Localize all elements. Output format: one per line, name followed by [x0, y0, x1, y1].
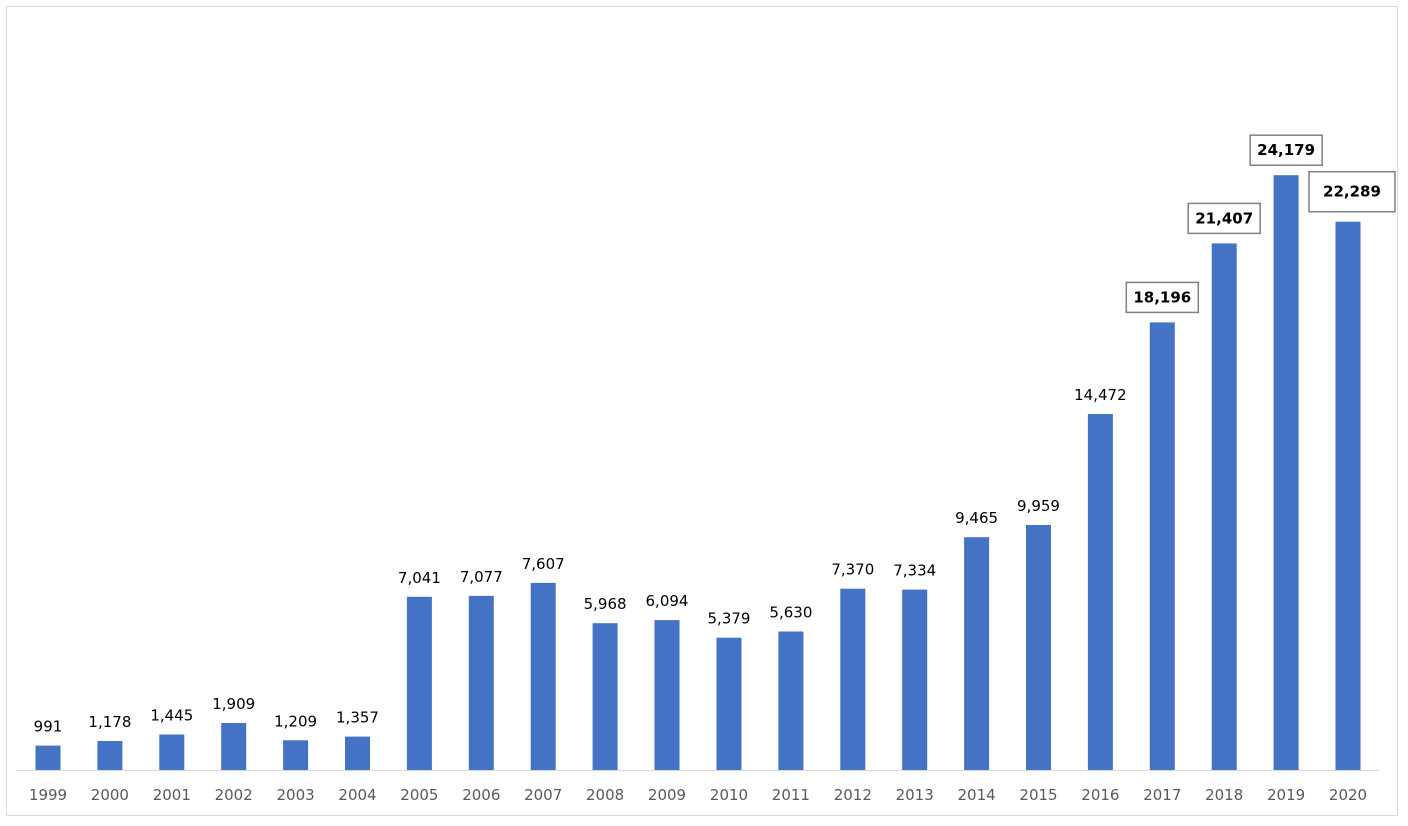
data-label-2009: 6,094 [646, 592, 689, 610]
bar-1999 [35, 745, 61, 770]
data-label-2010: 5,379 [708, 610, 751, 628]
x-tick-label-2000: 2000 [91, 786, 129, 804]
data-label-2003: 1,209 [274, 712, 317, 730]
data-label-2011: 5,630 [769, 604, 812, 622]
x-tick-label-2005: 2005 [400, 786, 438, 804]
data-label-2015: 9,959 [1017, 497, 1060, 515]
x-tick-label-2016: 2016 [1081, 786, 1119, 804]
x-tick-label-2009: 2009 [648, 786, 686, 804]
bar-2017 [1149, 322, 1175, 770]
x-tick-label-2014: 2014 [958, 786, 996, 804]
bar-2006 [468, 595, 494, 770]
data-label-2014: 9,465 [955, 509, 998, 527]
bar-2005 [406, 596, 432, 770]
bar-2018 [1211, 243, 1237, 770]
bar-2015 [1026, 525, 1051, 770]
x-tick-label-2008: 2008 [586, 786, 624, 804]
data-label-2017: 18,196 [1133, 288, 1191, 306]
bar-2016 [1087, 414, 1113, 770]
x-tick-label-2001: 2001 [153, 786, 191, 804]
data-label-2007: 7,607 [522, 555, 565, 573]
x-tick-label-2002: 2002 [215, 786, 253, 804]
x-tick-label-2017: 2017 [1143, 786, 1181, 804]
bar-2009 [654, 620, 680, 770]
bar-2007 [530, 582, 556, 770]
bar-2010 [716, 637, 742, 770]
bar-2020 [1335, 221, 1361, 770]
data-label-box-2017 [1125, 281, 1200, 314]
x-tick-label-2013: 2013 [896, 786, 934, 804]
x-tick-label-2003: 2003 [277, 786, 315, 804]
bar-2004 [345, 736, 370, 770]
x-tick-label-2018: 2018 [1205, 786, 1243, 804]
x-tick-label-2011: 2011 [772, 786, 810, 804]
bar-2012 [840, 588, 866, 770]
x-tick-label-1999: 1999 [29, 786, 67, 804]
x-tick-label-2019: 2019 [1267, 786, 1305, 804]
data-label-2001: 1,445 [150, 707, 193, 725]
x-tick-label-2010: 2010 [710, 786, 748, 804]
data-label-2006: 7,077 [460, 568, 503, 586]
bar-2002 [221, 723, 247, 770]
bar-chart: 991 1,178 1,445 1,909 1,209 1,357 7,041 7,077 7,… [17, 134, 1396, 804]
bar-2013 [902, 589, 928, 770]
x-tick-label-2004: 2004 [338, 786, 376, 804]
bars-group [35, 175, 1361, 770]
x-tick-label-2012: 2012 [834, 786, 872, 804]
bar-2011 [778, 631, 804, 770]
chart-area: 991 1,178 1,445 1,909 1,209 1,357 7,041 7,077 7,… [6, 6, 1398, 816]
data-label-2002: 1,909 [212, 695, 255, 713]
x-tick-label-2006: 2006 [462, 786, 500, 804]
x-tick-label-2007: 2007 [524, 786, 562, 804]
bar-2001 [159, 734, 185, 770]
data-label-box-2020 [1308, 170, 1396, 213]
data-label-2019: 24,179 [1257, 141, 1315, 159]
data-label-2020: 22,289 [1323, 183, 1381, 201]
data-label-2000: 1,178 [88, 713, 131, 731]
x-tick-label-2020: 2020 [1329, 786, 1367, 804]
data-label-box-2018 [1187, 202, 1261, 235]
data-label-2016: 14,472 [1074, 386, 1127, 404]
x-tick-labels-group: 1999 2000 2001 2002 2003 2004 2005 2006 2007 2008… [29, 786, 1367, 804]
x-tick-label-2015: 2015 [1019, 786, 1057, 804]
bar-2008 [592, 623, 618, 770]
bar-2003 [283, 740, 309, 770]
bar-2000 [97, 741, 123, 770]
bar-2014 [964, 537, 990, 770]
data-label-2012: 7,370 [831, 561, 874, 579]
data-label-2005: 7,041 [398, 569, 441, 587]
data-label-2018: 21,407 [1195, 209, 1253, 227]
data-labels-group: 991 1,178 1,445 1,909 1,209 1,357 7,041 7,077 7,… [34, 134, 1396, 736]
data-label-2008: 5,968 [584, 595, 627, 613]
data-label-box-2019 [1249, 134, 1323, 166]
data-label-2013: 7,334 [893, 562, 936, 580]
data-label-1999: 991 [34, 718, 63, 736]
bar-2019 [1273, 175, 1299, 770]
data-label-2004: 1,357 [336, 709, 379, 727]
